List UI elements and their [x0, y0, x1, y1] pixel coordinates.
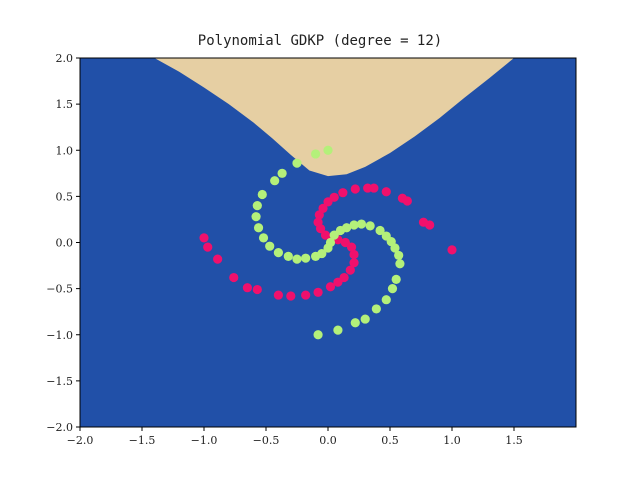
data-point: [338, 188, 348, 198]
data-point: [425, 220, 435, 230]
data-point: [395, 259, 405, 269]
data-point: [333, 325, 343, 335]
data-point: [320, 230, 331, 240]
y-tick-label: 2.0: [56, 52, 74, 65]
data-point: [340, 237, 350, 248]
data-point: [313, 287, 323, 297]
x-tick-label: 0.5: [381, 434, 399, 447]
data-point: [318, 203, 328, 213]
data-point: [381, 187, 391, 197]
y-tick-label: 0.5: [56, 190, 74, 203]
data-point: [387, 284, 398, 294]
data-point: [273, 248, 283, 258]
data-point: [323, 145, 333, 155]
data-point: [257, 189, 267, 200]
data-point: [313, 330, 323, 340]
data-point: [277, 168, 287, 178]
data-point: [342, 223, 352, 233]
data-point: [270, 176, 280, 186]
data-point: [350, 318, 360, 328]
x-tick-label: −2.0: [67, 434, 94, 447]
data-point: [369, 183, 379, 193]
data-point: [311, 149, 321, 159]
data-point: [301, 290, 311, 300]
data-point: [394, 250, 404, 261]
data-point: [292, 158, 302, 168]
data-point: [329, 192, 339, 202]
data-point: [402, 196, 412, 206]
data-points: [199, 145, 457, 340]
data-point: [258, 233, 269, 243]
data-point: [325, 282, 336, 292]
data-point: [349, 258, 359, 268]
data-point: [301, 253, 311, 263]
data-point: [371, 304, 381, 314]
data-point: [317, 248, 327, 259]
data-point: [252, 284, 262, 295]
data-point: [381, 295, 391, 305]
data-point: [349, 249, 359, 260]
y-tick-label: 1.0: [56, 144, 74, 157]
y-tick-label: 0.0: [56, 237, 74, 250]
x-tick-label: −0.5: [253, 434, 280, 447]
data-point: [283, 251, 293, 261]
data-point: [325, 237, 336, 248]
data-point: [253, 223, 264, 233]
x-tick-label: 1.5: [505, 434, 523, 447]
y-tick-label: −1.5: [46, 375, 73, 388]
y-tick-label: −2.0: [46, 421, 73, 434]
x-axis: −2.0 −1.5 −1.0 −0.5 0.0 0.5 1.0 1.5: [67, 427, 523, 447]
data-point: [447, 245, 457, 255]
data-point: [213, 254, 223, 264]
data-point: [391, 274, 401, 284]
data-point: [286, 291, 296, 301]
data-point: [199, 233, 209, 243]
y-axis: 2.0 1.5 1.0 0.5 0.0 −0.5 −1.0 −1.5 −2.0: [46, 52, 80, 434]
data-point: [252, 201, 262, 211]
x-tick-label: −1.0: [191, 434, 218, 447]
data-point: [229, 272, 239, 283]
x-tick-label: −1.5: [129, 434, 156, 447]
chart-title: Polynomial GDKP (degree = 12): [197, 33, 443, 49]
y-tick-label: −0.5: [46, 283, 73, 296]
data-point: [365, 221, 375, 231]
class-region-top: [154, 58, 514, 177]
data-point: [203, 242, 213, 252]
data-point: [273, 290, 283, 300]
data-point: [313, 217, 323, 227]
data-point: [339, 272, 349, 283]
y-tick-label: −1.0: [46, 329, 73, 342]
data-point: [349, 220, 359, 230]
data-point: [390, 243, 400, 253]
data-point: [375, 225, 385, 236]
data-point: [345, 265, 355, 275]
data-point: [360, 314, 370, 324]
data-point: [356, 219, 367, 229]
y-tick-label: 1.5: [56, 98, 74, 111]
data-point: [265, 241, 275, 251]
data-point: [242, 283, 252, 293]
x-tick-label: 1.0: [443, 434, 461, 447]
x-tick-label: 0.0: [319, 434, 337, 447]
data-point: [350, 184, 360, 194]
data-point: [292, 254, 302, 264]
data-point: [251, 212, 261, 222]
